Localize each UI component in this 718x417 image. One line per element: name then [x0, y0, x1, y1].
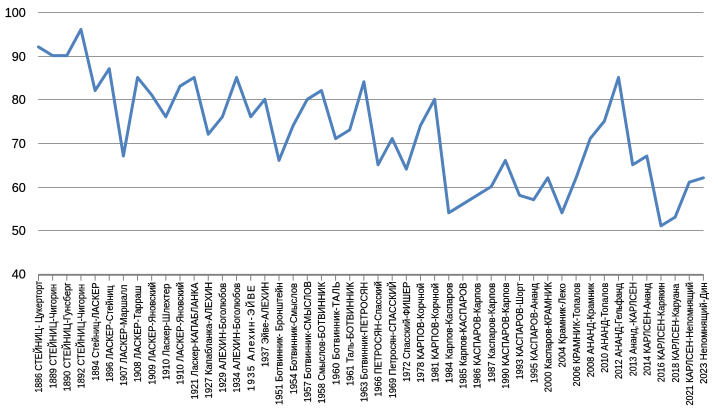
svg-text:90: 90 [12, 50, 26, 64]
svg-text:1957 Ботвинник-СМЫСЛОВ: 1957 Ботвинник-СМЫСЛОВ [303, 281, 314, 402]
svg-text:1978 КАРПОВ-Корчной: 1978 КАРПОВ-Корчной [416, 283, 427, 382]
svg-text:1886 СТЕЙНИЦ- Цукерторт: 1886 СТЕЙНИЦ- Цукерторт [33, 281, 45, 393]
svg-text:1935 Алехин-ЭЙВЕ: 1935 Алехин-ЭЙВЕ [245, 285, 257, 391]
svg-text:1961 Таль-БОТВИННИК: 1961 Таль-БОТВИННИК [345, 282, 356, 386]
svg-text:1951 Ботвинник- Бронштейн: 1951 Ботвинник- Бронштейн [275, 282, 286, 405]
svg-text:1954 Ботвинник-Смыслов: 1954 Ботвинник-Смыслов [289, 283, 300, 394]
svg-text:1969 Петросян-СПАССКИЙ: 1969 Петросян-СПАССКИЙ [387, 281, 399, 398]
svg-text:1937 Эйве-АЛЕХИН: 1937 Эйве-АЛЕХИН [261, 282, 272, 367]
svg-text:2016 КАРЛСЕН-Карякин: 2016 КАРЛСЕН-Карякин [657, 282, 668, 382]
svg-text:1934 АЛЕХИН-Боголюбов: 1934 АЛЕХИН-Боголюбов [232, 283, 243, 393]
svg-text:2014 КАРЛСЕН-Ананд: 2014 КАРЛСЕН-Ананд [643, 283, 654, 376]
svg-text:1995 КАСПАРОВ-Ананд: 1995 КАСПАРОВ-Ананд [529, 283, 540, 383]
svg-text:1981 КАРПОВ-Корчной: 1981 КАРПОВ-Корчной [430, 283, 441, 382]
svg-text:70: 70 [12, 137, 26, 151]
svg-text:2010 АНАНД-Топалов: 2010 АНАНД-Топалов [600, 283, 611, 373]
svg-text:1894 Стейниц-ЛАСКЕР: 1894 Стейниц-ЛАСКЕР [91, 283, 102, 381]
svg-text:50: 50 [12, 224, 26, 238]
svg-text:1993 КАСПАРОВ-Шорт: 1993 КАСПАРОВ-Шорт [515, 282, 526, 380]
svg-text:2006 КРАМНИК-Топалов: 2006 КРАМНИК-Топалов [572, 283, 583, 387]
svg-text:60: 60 [12, 181, 26, 195]
svg-text:1927 Капабланка-АЛЕХИН: 1927 Капабланка-АЛЕХИН [204, 282, 215, 398]
svg-text:1984 Карпов-Каспаров: 1984 Карпов-Каспаров [444, 283, 455, 383]
svg-text:1921 Ласкер-КАПАБЛАНКА: 1921 Ласкер-КАПАБЛАНКА [190, 282, 201, 399]
svg-text:80: 80 [12, 93, 26, 107]
svg-text:1985 Карпов-КАСПАРОВ: 1985 Карпов-КАСПАРОВ [459, 283, 470, 389]
svg-text:2021 КАРЛСЕН-Непомнящий: 2021 КАРЛСЕН-Непомнящий [685, 282, 696, 405]
svg-text:2012 АНАНД-Гельфанд: 2012 АНАНД-Гельфанд [614, 283, 625, 379]
svg-text:1929 АЛЕХИН-Боголюбов: 1929 АЛЕХИН-Боголюбов [218, 283, 229, 393]
svg-text:1987 Каспаров-Карпов: 1987 Каспаров-Карпов [487, 283, 498, 383]
svg-text:1990 КАСПАРОВ-Карпов: 1990 КАСПАРОВ-Карпов [501, 283, 512, 389]
svg-text:2018 КАРЛСЕН-Каруана: 2018 КАРЛСЕН-Каруана [671, 283, 682, 382]
svg-text:1910 ЛАСКЕР-Яновский: 1910 ЛАСКЕР-Яновский [176, 282, 187, 385]
svg-text:1963 Ботвинник-ПЕТРОСЯН: 1963 Ботвинник-ПЕТРОСЯН [360, 282, 371, 402]
svg-text:2008 АНАНД-Крамник: 2008 АНАНД-Крамник [586, 282, 597, 377]
svg-text:1890 СТЕЙНИЦ-Гунсберг: 1890 СТЕЙНИЦ-Гунсберг [61, 282, 73, 391]
svg-text:1972 Спасский-ФИШЕР: 1972 Спасский-ФИШЕР [402, 282, 413, 382]
svg-text:2000 Каспаров-КРАМНИК: 2000 Каспаров-КРАМНИК [543, 282, 554, 393]
svg-text:1896 ЛАСКЕР-Стейниц: 1896 ЛАСКЕР-Стейниц [105, 285, 116, 382]
svg-text:1960 Ботвинник-ТАЛЬ: 1960 Ботвинник-ТАЛЬ [331, 282, 342, 385]
svg-text:1908 ЛАСКЕР-Тарраш: 1908 ЛАСКЕР-Тарраш [133, 285, 144, 382]
svg-text:1892 СТЕЙНИЦ-Чигорин: 1892 СТЕЙНИЦ-Чигорин [76, 284, 88, 388]
svg-text:2004 Крамник-Леко: 2004 Крамник-Леко [558, 283, 569, 367]
svg-text:1907 ЛАСКЕР-Маршалл: 1907 ЛАСКЕР-Маршалл [119, 285, 130, 386]
svg-text:2013 Ананд,-КАРЛСЕН: 2013 Ананд,-КАРЛСЕН [628, 282, 639, 376]
svg-text:1986 КАСПАРОВ-Карпов: 1986 КАСПАРОВ-Карпов [473, 283, 484, 389]
svg-text:1909 ЛАСКЕР-Яновский: 1909 ЛАСКЕР-Яновский [147, 282, 158, 385]
svg-text:1958 Смыслов-БОТВИННИК: 1958 Смыслов-БОТВИННИК [317, 282, 328, 404]
svg-text:1889 СТЕЙНИЦ-Чигорин: 1889 СТЕЙНИЦ-Чигорин [47, 284, 59, 388]
svg-text:1966 ПЕТРОСЯН-Спасский: 1966 ПЕТРОСЯН-Спасский [374, 281, 385, 396]
svg-text:100: 100 [5, 6, 26, 20]
svg-text:1910 Ласкер-Шлехтер: 1910 Ласкер-Шлехтер [162, 284, 173, 380]
svg-text:2023 Непомнящий-Дин: 2023 Непомнящий-Дин [699, 282, 710, 383]
svg-text:40: 40 [12, 268, 26, 282]
